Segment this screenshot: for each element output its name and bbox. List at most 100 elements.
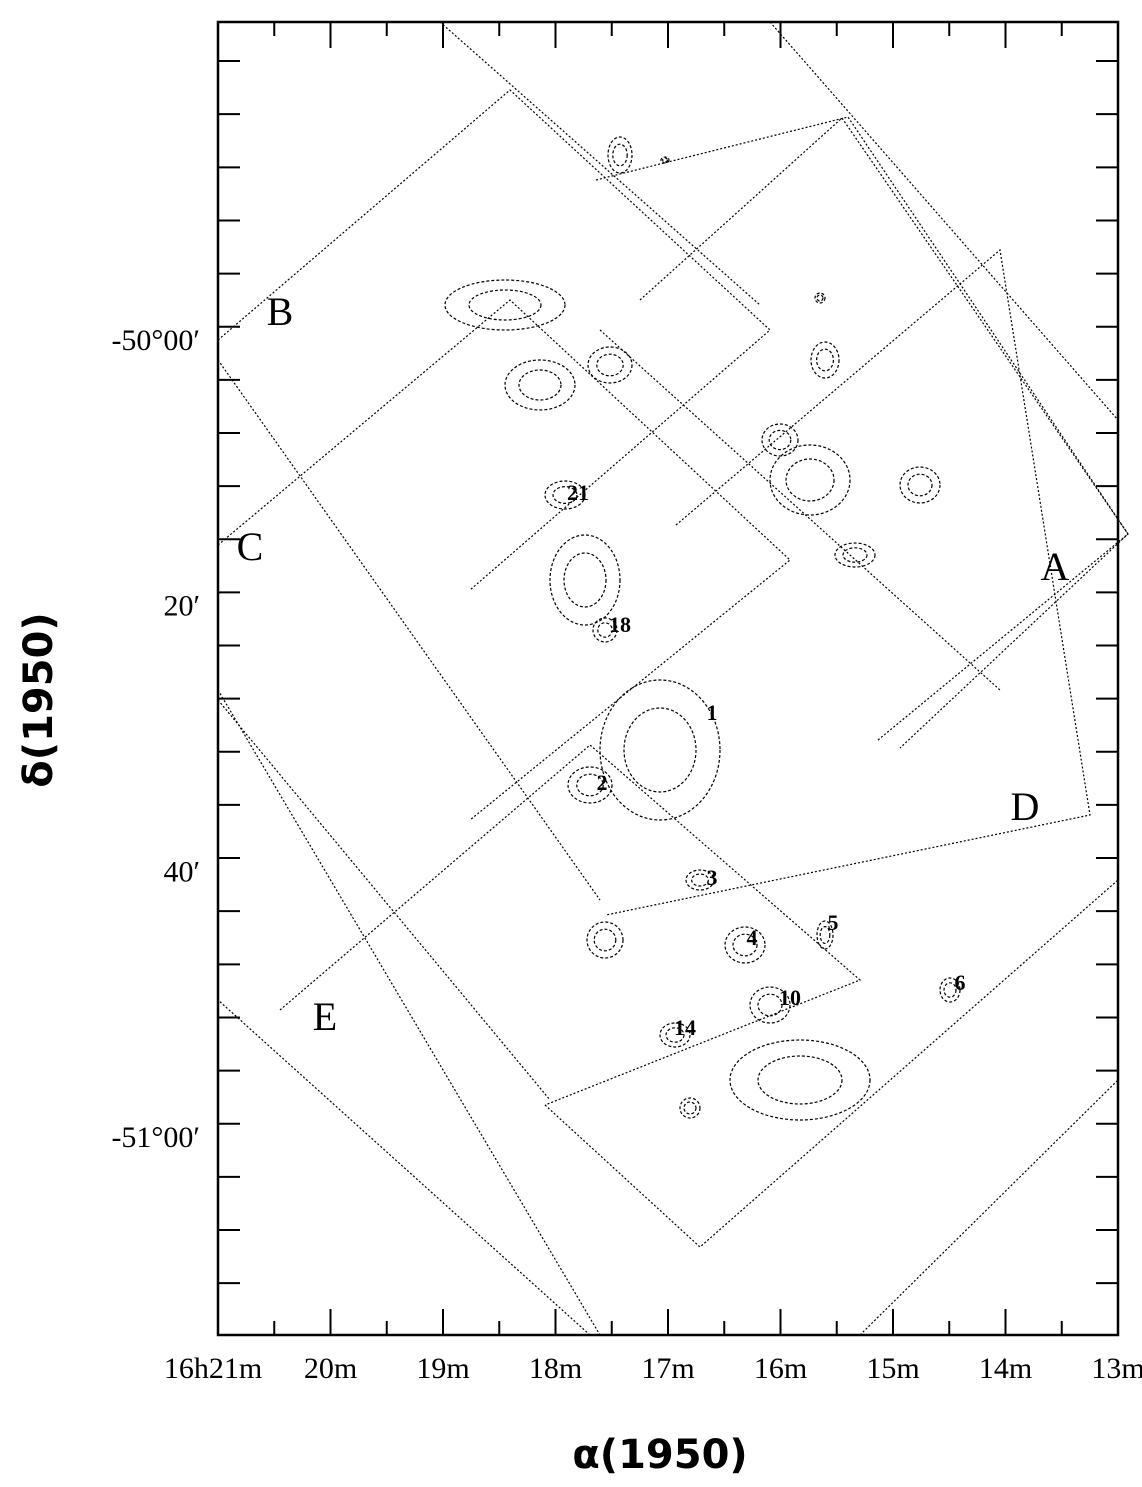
emission-contour-inner: [815, 348, 834, 372]
emission-contours: [444, 136, 961, 1121]
y-tick-label: -51°00′: [111, 1121, 200, 1154]
emission-contour-inner: [683, 1101, 697, 1115]
emission-contour: [816, 920, 834, 950]
x-tick-label: 16m: [754, 1352, 807, 1385]
source-label: 2: [597, 770, 608, 795]
y-tick-labels: 40′-50°00′20′40′-51°00′: [111, 324, 200, 1154]
emission-contour-inner: [785, 458, 835, 502]
emission-contour: [444, 279, 566, 331]
emission-contour: [834, 542, 876, 568]
field-label: B: [267, 289, 294, 334]
x-tick-label: 20m: [304, 1352, 357, 1385]
emission-contour-inner: [597, 622, 613, 638]
emission-contour: [660, 156, 670, 164]
emission-contour-inner: [943, 982, 957, 998]
source-label: 3: [707, 865, 718, 890]
emission-contour-inner: [816, 294, 824, 302]
y-axis-label: δ(1950): [16, 612, 62, 787]
x-tick-label: 14m: [979, 1352, 1032, 1385]
y-tick-label: 40′: [163, 855, 200, 888]
emission-contour-inner: [819, 925, 831, 944]
emission-contour: [587, 346, 633, 384]
axis-ticks: [217, 22, 1119, 1335]
field-label: E: [313, 994, 337, 1039]
emission-contour-inner: [665, 1027, 685, 1043]
source-label: 18: [609, 612, 631, 637]
emission-contour: [724, 926, 766, 964]
emission-contour: [939, 977, 961, 1003]
emission-contour: [586, 921, 624, 959]
emission-contour-inner: [661, 157, 668, 163]
field-outline: [217, 89, 771, 591]
x-tick-label: 13m: [1091, 1352, 1142, 1385]
field-outline: [217, 699, 551, 1101]
source-label: 14: [674, 1015, 696, 1040]
field-label: D: [1011, 784, 1040, 829]
x-tick-label: 18m: [529, 1352, 582, 1385]
emission-contour: [679, 1097, 701, 1119]
x-tick-label: 17m: [641, 1352, 694, 1385]
field-outline: [544, 879, 1119, 1248]
emission-contour: [504, 359, 576, 411]
emission-contour-inner: [623, 707, 697, 793]
x-tick-labels: 16h21m 20m 19m 18m 17m 16m 15m 14m 13m: [164, 1352, 1142, 1385]
emission-contour: [607, 136, 633, 174]
x-tick-label: 19m: [416, 1352, 469, 1385]
emission-contour-inner: [732, 933, 758, 957]
field-outline: [605, 248, 1091, 916]
emission-contour-inner: [593, 928, 617, 952]
field-outline: [217, 299, 791, 821]
field-outline: [279, 744, 862, 1106]
emission-contour-inner: [612, 143, 628, 167]
emission-contour-inner: [690, 873, 709, 887]
emission-contour: [567, 766, 613, 804]
emission-contour: [810, 341, 840, 379]
y-tick-label: -50°00′: [111, 324, 200, 357]
emission-contour-inner: [563, 552, 607, 608]
field-outline: [217, 689, 601, 1336]
source-label: 5: [828, 910, 839, 935]
emission-contour: [814, 292, 826, 304]
survey-field-outlines: [217, 21, 1129, 1336]
emission-contour-inner: [907, 473, 933, 497]
field-outline: [439, 21, 761, 306]
emission-contour-inner: [842, 547, 868, 563]
emission-contour-inner: [468, 289, 542, 321]
x-tick-label: 16h21m: [164, 1352, 262, 1385]
emission-contour-inner: [757, 1055, 843, 1105]
emission-contour: [592, 617, 618, 643]
emission-contour-inner: [576, 773, 604, 797]
emission-contour: [729, 1039, 871, 1121]
source-label: 21: [567, 480, 589, 505]
emission-contour: [749, 986, 791, 1024]
emission-contour-inner: [552, 486, 578, 505]
plot-frame: [216, 20, 1120, 1337]
emission-contour-inner: [757, 993, 783, 1017]
field-label: A: [1041, 544, 1070, 589]
source-label: 4: [747, 925, 758, 950]
field-outline: [639, 117, 1129, 749]
emission-contour: [769, 444, 851, 516]
emission-contour-inner: [596, 353, 624, 377]
emission-contour: [549, 534, 621, 626]
emission-contour: [599, 679, 721, 821]
x-tick-label: 15m: [866, 1352, 919, 1385]
emission-contour: [685, 869, 715, 891]
source-label: 6: [955, 970, 966, 995]
field-outline: [599, 329, 1001, 691]
field-outline: [217, 999, 591, 1336]
field-label: C: [237, 524, 264, 569]
field-labels: A B C D E: [237, 289, 1070, 1039]
source-labels: 1 2 3 4 5 6 10 14 18 21: [567, 480, 966, 1040]
emission-contour-inner: [518, 369, 562, 401]
emission-contour: [899, 466, 941, 504]
emission-contour: [659, 1022, 691, 1048]
y-tick-label: 20′: [163, 590, 200, 623]
source-label: 1: [707, 700, 718, 725]
emission-contour: [761, 423, 799, 457]
source-label: 10: [779, 985, 801, 1010]
field-outline: [769, 21, 1119, 421]
emission-contour-inner: [768, 429, 792, 451]
x-axis-label: α(1950): [572, 1432, 747, 1478]
